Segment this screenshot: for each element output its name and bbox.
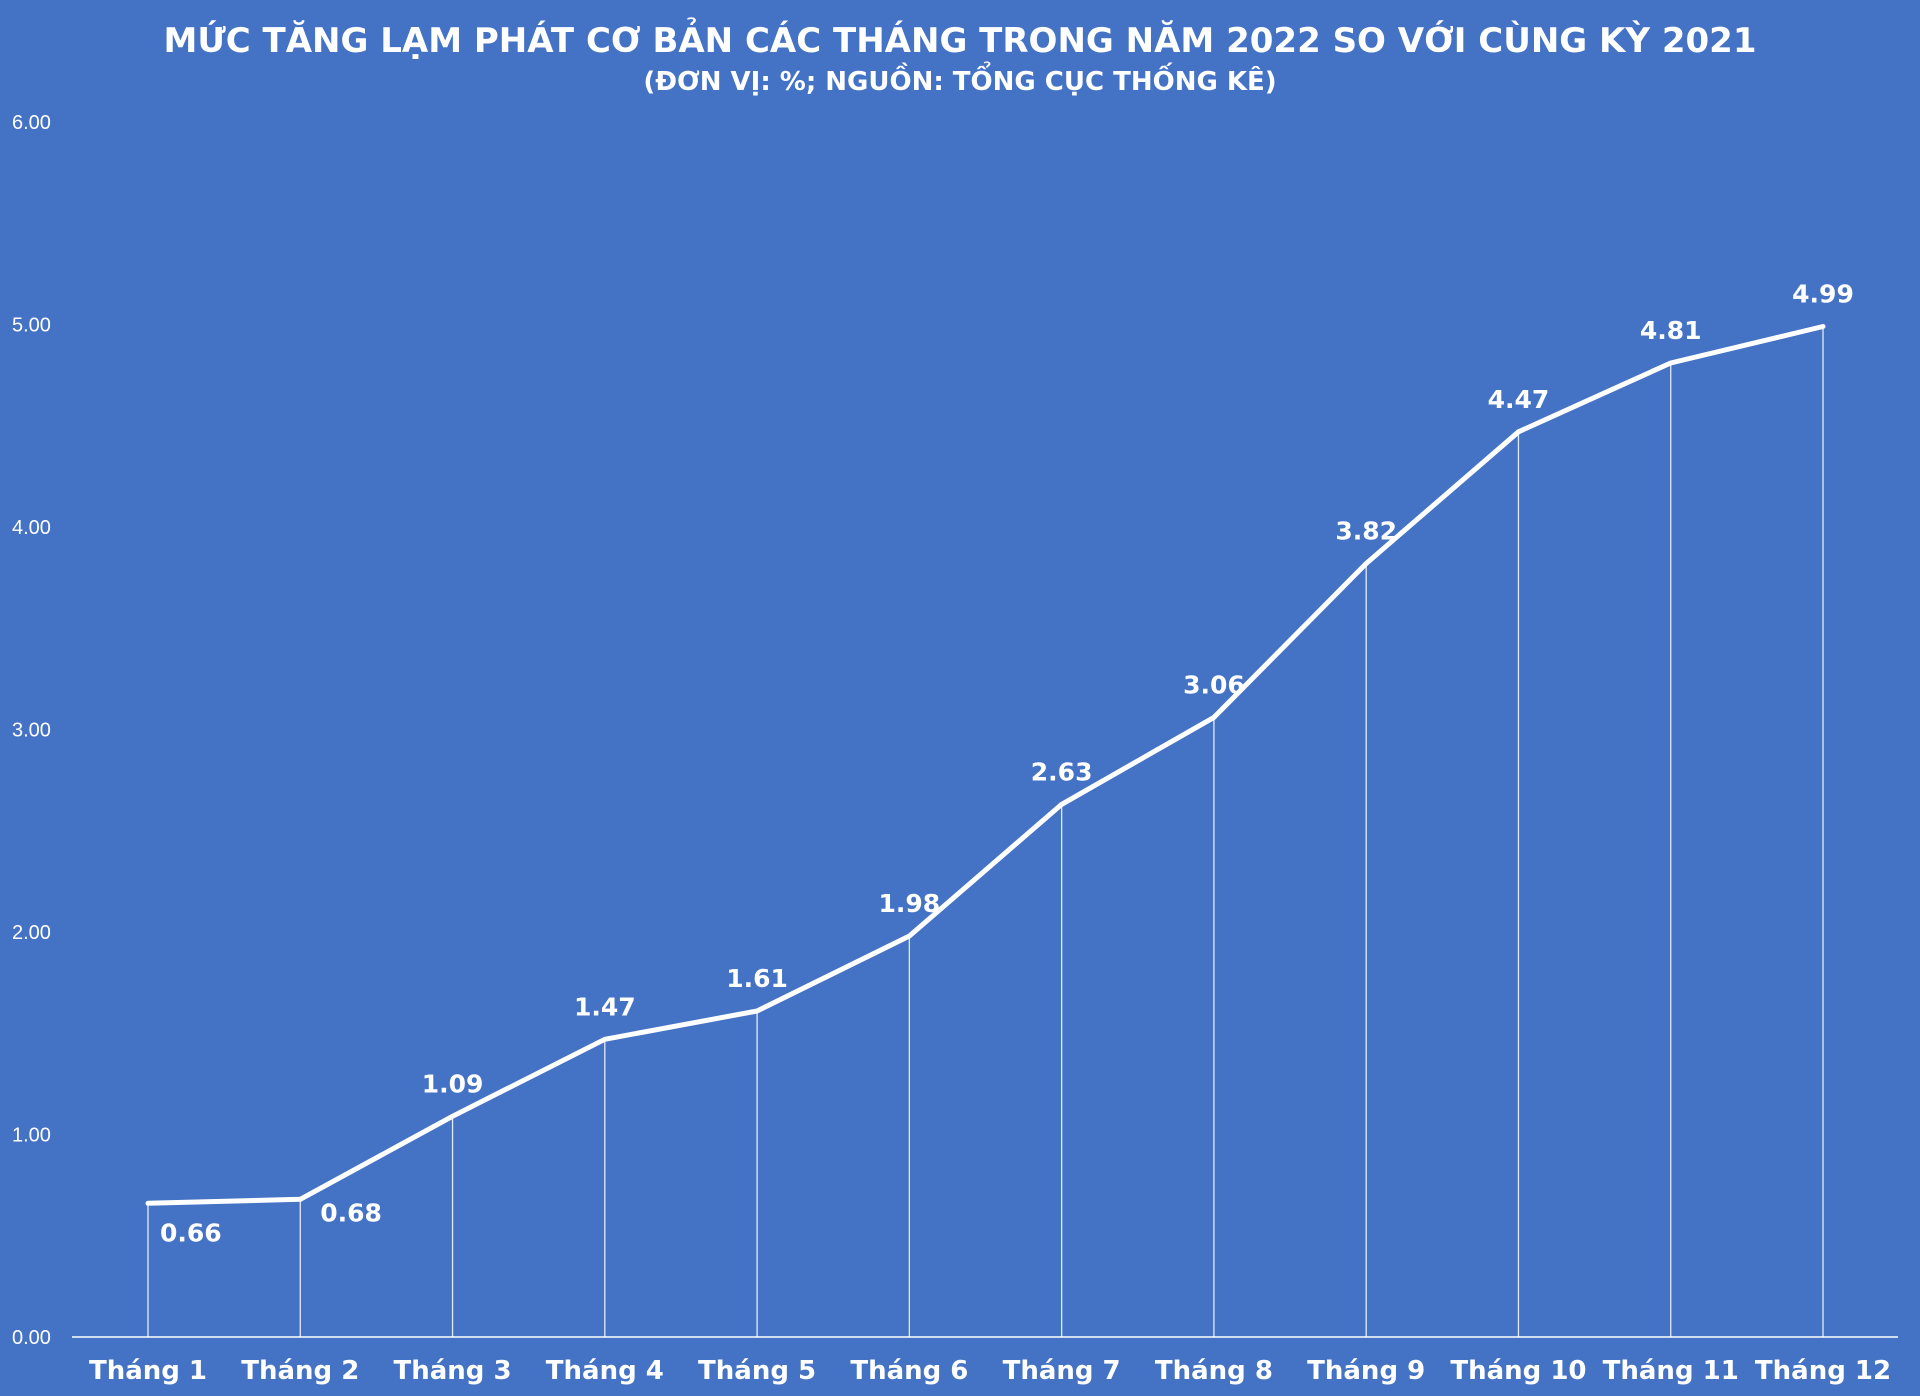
x-tick-label: Tháng 5 bbox=[698, 1356, 816, 1386]
x-tick-label: Tháng 11 bbox=[1603, 1356, 1739, 1386]
data-label: 4.81 bbox=[1640, 316, 1702, 345]
x-tick-label: Tháng 6 bbox=[850, 1356, 968, 1386]
y-tick-label: 1.00 bbox=[12, 1125, 51, 1147]
y-tick-label: 3.00 bbox=[12, 720, 51, 742]
data-labels: 0.66 0.68 1.09 1.47 1.61 1.98 2.63 3.06 3.82 4.47… bbox=[160, 280, 1854, 1248]
x-tick-label: Tháng 4 bbox=[546, 1356, 664, 1386]
y-axis-ticks: 0.00 1.00 2.00 3.00 4.00 5.00 6.00 bbox=[12, 112, 51, 1349]
data-label: 3.06 bbox=[1183, 670, 1245, 699]
data-label: 0.68 bbox=[320, 1198, 382, 1227]
drop-lines bbox=[147, 326, 1824, 1337]
x-tick-label: Tháng 10 bbox=[1450, 1356, 1586, 1386]
data-label: 0.66 bbox=[160, 1218, 222, 1247]
series-line bbox=[145, 324, 1826, 1206]
data-label: 2.63 bbox=[1031, 757, 1093, 786]
x-tick-label: Tháng 2 bbox=[241, 1356, 359, 1386]
y-tick-label: 2.00 bbox=[12, 922, 51, 944]
x-tick-label: Tháng 9 bbox=[1307, 1356, 1425, 1386]
y-tick-label: 6.00 bbox=[12, 112, 51, 134]
x-axis-ticks: Tháng 1 Tháng 2 Tháng 3 Tháng 4 Tháng 5 Tháng… bbox=[89, 1356, 1891, 1386]
data-label: 3.82 bbox=[1335, 516, 1397, 545]
x-tick-label: Tháng 1 bbox=[89, 1356, 207, 1386]
data-label: 1.98 bbox=[879, 889, 941, 918]
data-label: 1.47 bbox=[574, 992, 636, 1021]
data-label: 4.99 bbox=[1792, 280, 1854, 309]
x-tick-label: Tháng 8 bbox=[1155, 1356, 1273, 1386]
x-tick-label: Tháng 3 bbox=[394, 1356, 512, 1386]
x-tick-label: Tháng 7 bbox=[1003, 1356, 1121, 1386]
data-label: 1.09 bbox=[422, 1069, 484, 1098]
x-tick-label: Tháng 12 bbox=[1755, 1356, 1891, 1386]
y-tick-label: 5.00 bbox=[12, 315, 51, 337]
chart-title: MỨC TĂNG LẠM PHÁT CƠ BẢN CÁC THÁNG TRONG… bbox=[164, 17, 1757, 61]
chart-subtitle: (ĐƠN VỊ: %; NGUỒN: TỔNG CỤC THỐNG KÊ) bbox=[643, 59, 1276, 97]
y-tick-label: 4.00 bbox=[12, 517, 51, 539]
data-label: 4.47 bbox=[1488, 385, 1550, 414]
y-tick-label: 0.00 bbox=[12, 1327, 51, 1349]
data-label: 1.61 bbox=[726, 964, 788, 993]
